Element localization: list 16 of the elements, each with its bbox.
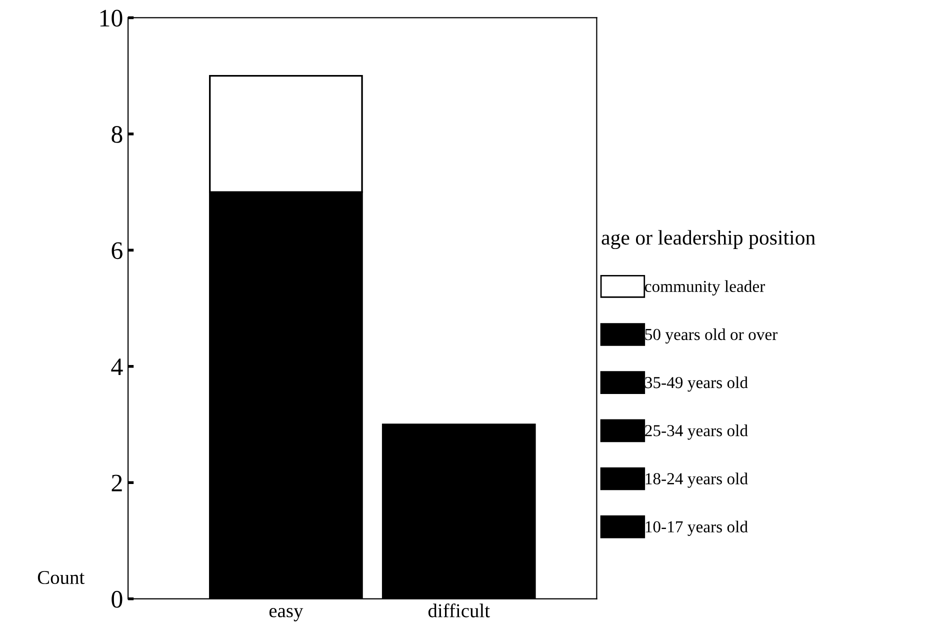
legend-label: 35-49 years old [645,376,748,392]
legend-label: 18-24 years old [646,472,748,488]
y-tick-label: 10 [100,10,122,27]
legend-label: 10-17 years old [646,520,748,536]
legend-title: age or leadership position [602,230,816,250]
y-tick-label: 0 [112,590,122,608]
x-tick-label: easy [269,608,304,622]
y-tick-label: 4 [111,358,123,376]
x-tick-label: difficult [428,603,490,618]
legend-label: 50 years old or over [645,328,778,344]
legend-label: community leader [644,280,766,296]
y-tick-label: 8 [112,126,122,143]
y-tick-label: 6 [112,242,122,260]
y-axis-title: Count [38,570,85,584]
legend-label: 25-34 years old [645,424,748,440]
y-tick-label: 2 [112,474,122,492]
